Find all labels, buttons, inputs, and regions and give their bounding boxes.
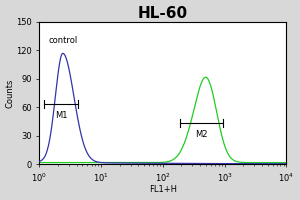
Title: HL-60: HL-60 xyxy=(138,6,188,21)
Text: M2: M2 xyxy=(196,130,208,139)
Text: control: control xyxy=(49,36,78,45)
X-axis label: FL1+H: FL1+H xyxy=(149,185,177,194)
Y-axis label: Counts: Counts xyxy=(6,78,15,108)
Text: M1: M1 xyxy=(55,111,67,120)
